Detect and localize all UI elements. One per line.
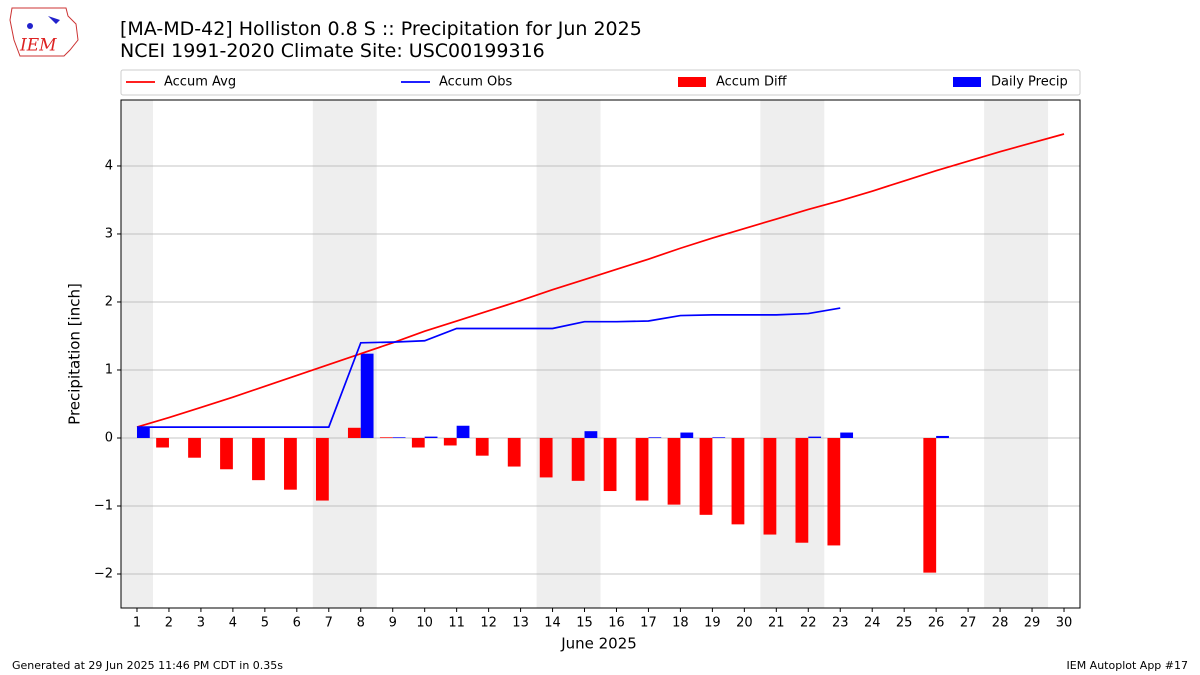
legend-label: Daily Precip <box>991 75 1068 90</box>
bar <box>379 437 393 438</box>
bar <box>284 437 297 490</box>
bar <box>392 437 406 438</box>
x-tick-label: 9 <box>389 616 397 631</box>
x-tick-label: 14 <box>544 616 561 631</box>
x-axis-label: June 2025 <box>560 635 637 653</box>
weekend-shade <box>121 100 153 608</box>
x-tick-label: 17 <box>640 616 657 631</box>
line <box>136 307 841 428</box>
x-tick-label: 16 <box>608 616 625 631</box>
bar <box>220 437 233 470</box>
legend-box <box>120 69 1081 96</box>
x-tick-label: 4 <box>229 616 237 631</box>
bar <box>763 437 777 535</box>
x-tick-label: 25 <box>896 616 913 631</box>
x-tick-label: 7 <box>325 616 333 631</box>
bar <box>795 437 809 543</box>
bar <box>188 437 201 458</box>
bar <box>571 437 585 481</box>
x-tick-label: 30 <box>1056 616 1073 631</box>
bar <box>507 437 521 467</box>
x-tick-label: 21 <box>768 616 785 631</box>
x-tick-label: 5 <box>261 616 269 631</box>
x-tick-label: 28 <box>992 616 1009 631</box>
x-tick-label: 29 <box>1024 616 1041 631</box>
bar <box>667 437 681 505</box>
bar <box>603 437 617 492</box>
logo-text: IEM <box>19 36 57 56</box>
x-tick-label: 27 <box>960 616 977 631</box>
bar <box>360 353 374 438</box>
weekend-shade <box>536 100 601 608</box>
x-tick-label: 6 <box>293 616 301 631</box>
x-tick-label: 1 <box>133 616 141 631</box>
bar <box>731 437 745 525</box>
x-tick-label: 26 <box>928 616 945 631</box>
bar <box>840 432 854 438</box>
bar <box>475 437 489 456</box>
logo-icon <box>48 16 60 24</box>
chart-title: [MA-MD-42] Holliston 0.8 S :: Precipitat… <box>120 18 642 40</box>
y-tick-label: 4 <box>105 158 113 173</box>
chart-subtitle: NCEI 1991-2020 Climate Site: USC00199316 <box>120 40 545 62</box>
x-tick-label: 19 <box>704 616 721 631</box>
bar <box>808 436 822 438</box>
bar <box>936 435 949 438</box>
x-tick-label: 23 <box>832 616 849 631</box>
bar <box>648 437 662 438</box>
footer-left: Generated at 29 Jun 2025 11:46 PM CDT in… <box>12 659 283 672</box>
bar <box>456 425 470 438</box>
bar <box>443 437 457 446</box>
legend-swatch <box>678 77 706 87</box>
legend-label: Accum Avg <box>164 75 236 90</box>
x-tick-label: 13 <box>512 616 529 631</box>
y-tick-label: 3 <box>105 226 113 241</box>
y-tick-label: 1 <box>105 362 113 377</box>
bar <box>156 437 169 448</box>
y-tick-label: 0 <box>105 430 113 445</box>
x-tick-label: 12 <box>480 616 497 631</box>
logo: IEM <box>9 7 79 57</box>
y-tick-label: −1 <box>94 498 113 513</box>
bar <box>347 427 361 438</box>
bar <box>923 437 937 573</box>
plot-frame <box>120 99 1081 609</box>
bar <box>539 437 553 478</box>
y-tick-label: −2 <box>94 566 113 581</box>
x-tick-label: 22 <box>800 616 817 631</box>
logo-icon <box>27 23 33 29</box>
y-axis-label: Precipitation [inch] <box>66 283 84 425</box>
x-tick-label: 11 <box>448 616 465 631</box>
bar <box>699 437 713 515</box>
legend-swatch <box>953 77 981 87</box>
bar <box>136 427 150 438</box>
x-tick-label: 3 <box>197 616 205 631</box>
bar <box>680 432 694 438</box>
legend-label: Accum Obs <box>439 75 512 90</box>
bar <box>424 436 438 438</box>
x-tick-label: 2 <box>165 616 173 631</box>
bar <box>827 437 841 546</box>
footer-right: IEM Autoplot App #17 <box>1067 659 1189 672</box>
bar <box>315 437 329 501</box>
logo-outline <box>9 7 79 57</box>
bar <box>635 437 649 501</box>
x-tick-label: 10 <box>416 616 433 631</box>
line <box>136 133 1065 428</box>
x-tick-label: 24 <box>864 616 881 631</box>
legend-label: Accum Diff <box>716 75 788 90</box>
x-tick-label: 15 <box>576 616 593 631</box>
x-tick-label: 8 <box>357 616 365 631</box>
bar <box>584 431 598 438</box>
weekend-shade <box>984 100 1049 608</box>
x-tick-label: 18 <box>672 616 689 631</box>
x-tick-label: 20 <box>736 616 753 631</box>
y-tick-label: 2 <box>105 294 113 309</box>
bar <box>252 437 265 481</box>
bar <box>411 437 425 448</box>
bar <box>712 437 726 438</box>
